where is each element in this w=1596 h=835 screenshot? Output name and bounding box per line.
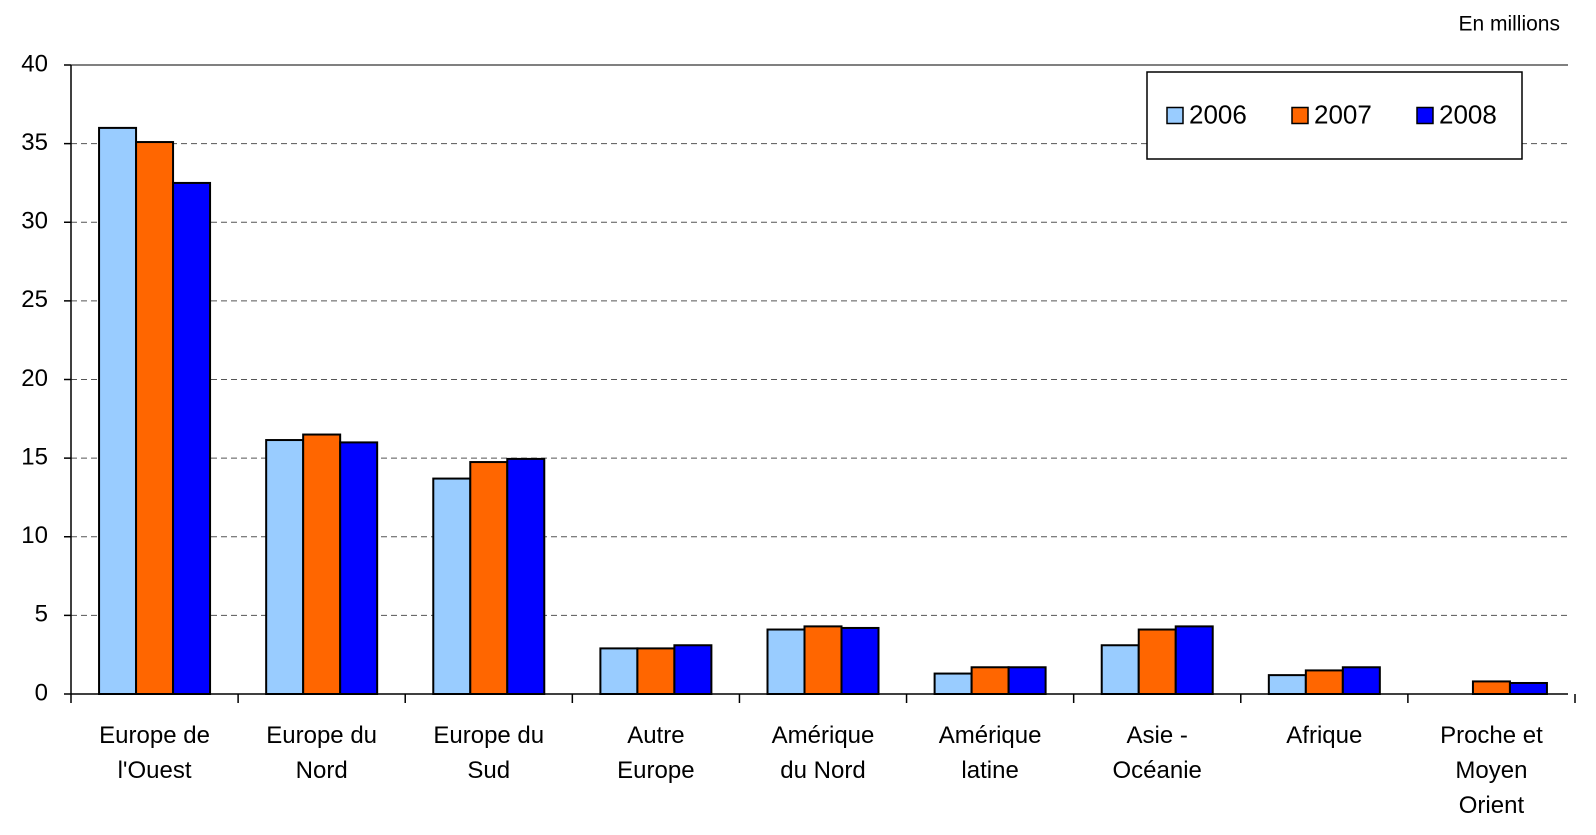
x-tick-label: Amérique du Nord (771, 722, 875, 784)
y-tick-label: 15 (21, 443, 48, 470)
y-tick-label: 10 (21, 522, 48, 549)
bar (1508, 681, 1548, 695)
x-tick-label: Amérique latine (938, 722, 1042, 784)
unit-label: En millions (1458, 13, 1560, 36)
bar (469, 461, 509, 695)
legend-label: 2007 (1314, 99, 1372, 129)
bar (265, 439, 305, 696)
x-tick-label: Afrique (1286, 722, 1363, 749)
bar (135, 141, 175, 696)
bar (766, 628, 806, 696)
bar (432, 477, 472, 695)
bar (1341, 666, 1381, 696)
bar (803, 625, 843, 696)
y-tick-label: 0 (35, 679, 48, 706)
bar (970, 666, 1010, 696)
legend-swatch (1416, 106, 1434, 125)
y-tick-label: 5 (35, 601, 48, 628)
bar (1007, 666, 1047, 696)
bar (1304, 669, 1344, 695)
x-tick-label: Asie - Océanie (1112, 722, 1202, 784)
bar (506, 457, 546, 695)
x-tick-label: Proche et Moyen Orient (1440, 722, 1543, 819)
y-tick-label: 25 (21, 286, 48, 313)
bar (840, 626, 880, 696)
bar (302, 433, 342, 695)
bar (933, 672, 973, 695)
bar (636, 647, 676, 696)
bar (1137, 628, 1177, 696)
bar (339, 441, 379, 695)
bar (1267, 674, 1307, 696)
bar (1471, 680, 1511, 695)
legend-label: 2008 (1439, 99, 1497, 129)
bar (98, 126, 138, 695)
x-tick-label: Europe de l'Ouest (99, 722, 210, 784)
x-tick-label: Europe du Nord (266, 722, 378, 784)
legend-label: 2006 (1189, 99, 1247, 129)
y-tick-label: 40 (21, 50, 48, 77)
y-tick-label: 30 (21, 208, 48, 235)
x-tick-label: Europe du Sud (433, 722, 545, 784)
bar (673, 644, 713, 696)
legend-swatch (1166, 106, 1184, 125)
legend-swatch (1291, 106, 1309, 125)
bar (599, 647, 639, 696)
bar (1100, 644, 1140, 696)
legend-box (1146, 71, 1523, 160)
bar (1174, 625, 1214, 696)
y-tick-label: 35 (21, 129, 48, 156)
y-tick-label: 20 (21, 365, 48, 392)
bar (172, 181, 212, 695)
x-tick-label: Autre Europe (617, 722, 695, 784)
